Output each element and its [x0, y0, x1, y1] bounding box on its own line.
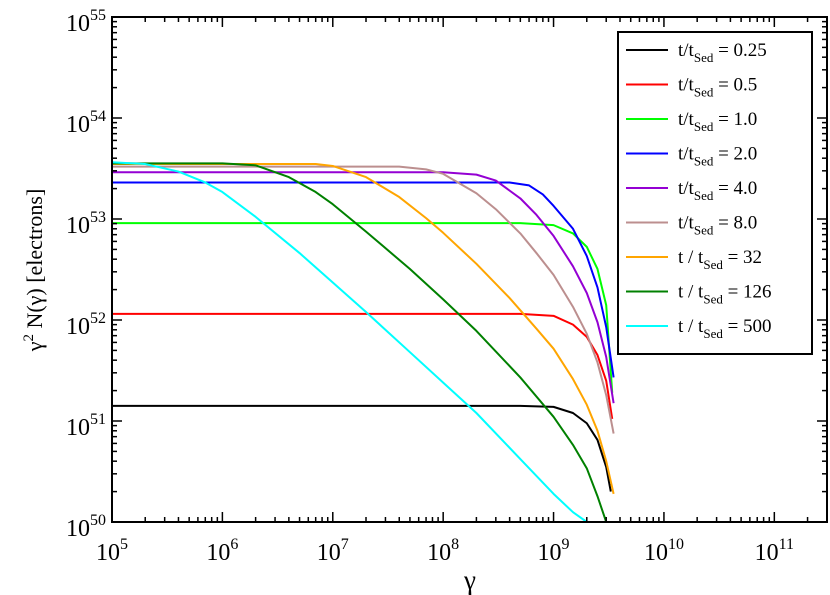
y-tick-label: 1052 — [66, 310, 106, 340]
legend-label: t / tSed = 126 — [678, 282, 772, 307]
x-tick-label: 106 — [206, 536, 238, 566]
x-tick-label: 105 — [96, 536, 128, 566]
legend: t/tSed = 0.25 t/tSed = 0.5 t/tSed = 1.0 t/t… — [617, 31, 813, 355]
series-line-6 — [112, 165, 615, 434]
series-line-2 — [112, 312, 614, 420]
x-tick-label: 107 — [317, 536, 349, 566]
y-tick-label: 1055 — [66, 7, 106, 37]
y-tick-label: 1051 — [66, 411, 106, 441]
series-layer — [112, 161, 615, 522]
legend-label: t/tSed = 1.0 — [678, 109, 757, 134]
x-axis-label: γ — [463, 565, 476, 595]
x-tick-label: 109 — [538, 536, 570, 566]
y-tick-label: 1050 — [66, 512, 106, 542]
legend-label: t/tSed = 4.0 — [678, 178, 757, 203]
series-line-7 — [112, 163, 615, 495]
x-tick-label: 1010 — [644, 536, 684, 566]
series-line-3 — [112, 222, 614, 393]
legend-label: t / tSed = 500 — [678, 316, 772, 341]
y-axis-label: γ2 N(γ) [electrons] — [21, 189, 47, 353]
y-tick-label: 1053 — [66, 209, 106, 239]
plot-frame — [111, 16, 828, 523]
legend-label: t/tSed = 8.0 — [678, 213, 757, 238]
tick-layer — [111, 16, 828, 523]
series-line-9 — [112, 161, 588, 522]
legend-label: t / tSed = 32 — [678, 247, 762, 272]
series-line-5 — [112, 171, 615, 404]
legend-label: t/tSed = 0.5 — [678, 75, 757, 100]
tick-label-layer: 105 106 107 108 109 1010 1011 1050 1051 1052 1053 1… — [66, 7, 794, 566]
series-line-4 — [112, 181, 615, 378]
series-line-1 — [112, 404, 612, 492]
legend-label: t/tSed = 0.25 — [678, 40, 767, 65]
x-tick-label: 108 — [427, 536, 459, 566]
x-tick-label: 1011 — [755, 536, 794, 566]
legend-box — [617, 31, 813, 355]
series-line-8 — [112, 162, 608, 522]
legend-label: t/tSed = 2.0 — [678, 144, 757, 169]
y-tick-label: 1054 — [66, 108, 106, 138]
